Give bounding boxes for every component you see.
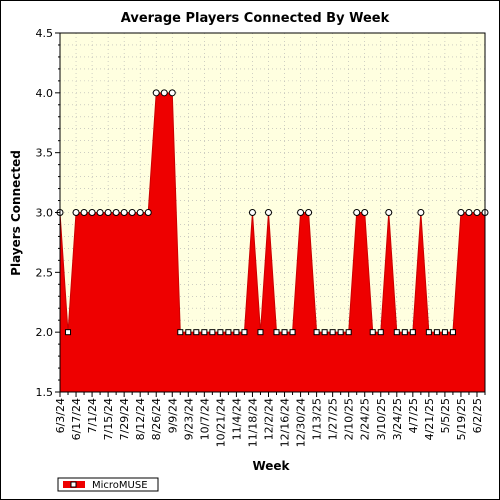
data-point (225, 329, 232, 336)
x-tick-label: 4/7/25 (407, 398, 420, 433)
y-axis: 1.5 2.0 2.5 3.0 3.5 4.0 4.5 (36, 27, 60, 399)
data-point (160, 89, 168, 97)
x-tick-label: 5/5/25 (439, 398, 452, 433)
data-point (305, 209, 313, 216)
data-point (401, 329, 408, 336)
data-point (409, 329, 416, 336)
x-tick-label: 1/13/25 (311, 398, 324, 440)
x-tick-label: 10/7/24 (198, 398, 211, 440)
y-tick-label: 1.5 (36, 386, 54, 399)
x-tick-label: 12/2/24 (262, 398, 275, 440)
x-tick-label: 7/1/24 (86, 398, 99, 433)
data-point (369, 329, 376, 336)
data-point (136, 209, 144, 216)
data-point (281, 329, 288, 336)
x-tick-label: 7/29/24 (118, 398, 131, 440)
series-area (60, 92, 485, 392)
x-tick-label: 6/3/24 (54, 398, 67, 433)
chart-title: Average Players Connected By Week (121, 11, 390, 26)
x-tick-label: 1/27/25 (327, 398, 340, 440)
x-tick-label: 11/4/24 (230, 398, 243, 440)
data-point (96, 209, 104, 216)
data-point (80, 209, 88, 216)
y-tick-label: 4.0 (36, 87, 54, 100)
legend: MicroMUSE (57, 477, 159, 492)
x-tick-label: 8/12/24 (134, 398, 147, 440)
legend-marker (70, 481, 77, 488)
y-tick-label: 3.0 (36, 207, 54, 220)
data-point (248, 209, 256, 216)
x-tick-label: 6/2/25 (471, 398, 484, 433)
x-tick-label: 12/30/24 (295, 398, 308, 447)
data-point (273, 329, 280, 336)
x-tick-label: 9/23/24 (182, 398, 195, 440)
x-tick-label: 8/26/24 (150, 398, 163, 440)
x-tick-label: 2/24/25 (359, 398, 372, 440)
plot-area (56, 32, 489, 393)
x-tick-label: 6/17/24 (70, 398, 83, 440)
data-point (217, 329, 224, 336)
x-tick-label: 12/16/24 (279, 398, 292, 447)
data-point (345, 329, 352, 336)
x-tick-label: 10/21/24 (214, 398, 227, 447)
data-point (473, 209, 481, 216)
x-tick-label: 2/10/25 (343, 398, 356, 440)
data-point (329, 329, 336, 336)
data-point (177, 329, 184, 336)
data-point (128, 209, 136, 216)
data-point (449, 329, 456, 336)
data-point (425, 329, 432, 336)
x-axis-label: Week (252, 459, 290, 473)
data-point (337, 329, 344, 336)
data-point (457, 209, 465, 216)
data-point (72, 209, 80, 216)
y-tick-label: 2.0 (36, 326, 54, 339)
data-point (321, 329, 328, 336)
y-tick-label: 3.5 (36, 147, 54, 160)
data-point (393, 329, 400, 336)
data-point (297, 209, 305, 216)
data-point (257, 329, 264, 336)
x-tick-label: 9/9/24 (166, 398, 179, 433)
data-point (361, 209, 369, 216)
x-tick-label: 7/15/24 (102, 398, 115, 440)
data-point (144, 209, 152, 216)
data-point (385, 209, 393, 216)
data-point (377, 329, 384, 336)
data-point (313, 329, 320, 336)
x-tick-label: 3/24/25 (391, 398, 404, 440)
data-point (264, 209, 272, 216)
x-tick-label: 3/10/25 (375, 398, 388, 440)
data-point (201, 329, 208, 336)
data-point (65, 329, 72, 336)
y-tick-label: 2.5 (36, 266, 54, 279)
data-point (241, 329, 248, 336)
data-point (465, 209, 473, 216)
data-point (233, 329, 240, 336)
data-point (441, 329, 448, 336)
data-point (120, 209, 128, 216)
y-axis-label: Players Connected (9, 150, 23, 276)
data-point (353, 209, 361, 216)
data-point (193, 329, 200, 336)
data-point (185, 329, 192, 336)
x-tick-label: 5/19/25 (455, 398, 468, 440)
data-point (104, 209, 112, 216)
data-point (209, 329, 216, 336)
data-point (289, 329, 296, 336)
data-point (433, 329, 440, 336)
x-axis: 6/3/24 6/17/24 7/1/24 7/15/24 7/29/24 8/12/24… (54, 392, 486, 447)
x-tick-label: 4/21/25 (423, 398, 436, 440)
data-point (88, 209, 96, 216)
y-tick-label: 4.5 (36, 27, 54, 40)
data-point (152, 89, 160, 97)
x-tick-label: 11/18/24 (246, 398, 259, 447)
legend-label: MicroMUSE (92, 480, 148, 491)
data-point (168, 89, 176, 97)
data-point (417, 209, 425, 216)
data-point (112, 209, 120, 216)
